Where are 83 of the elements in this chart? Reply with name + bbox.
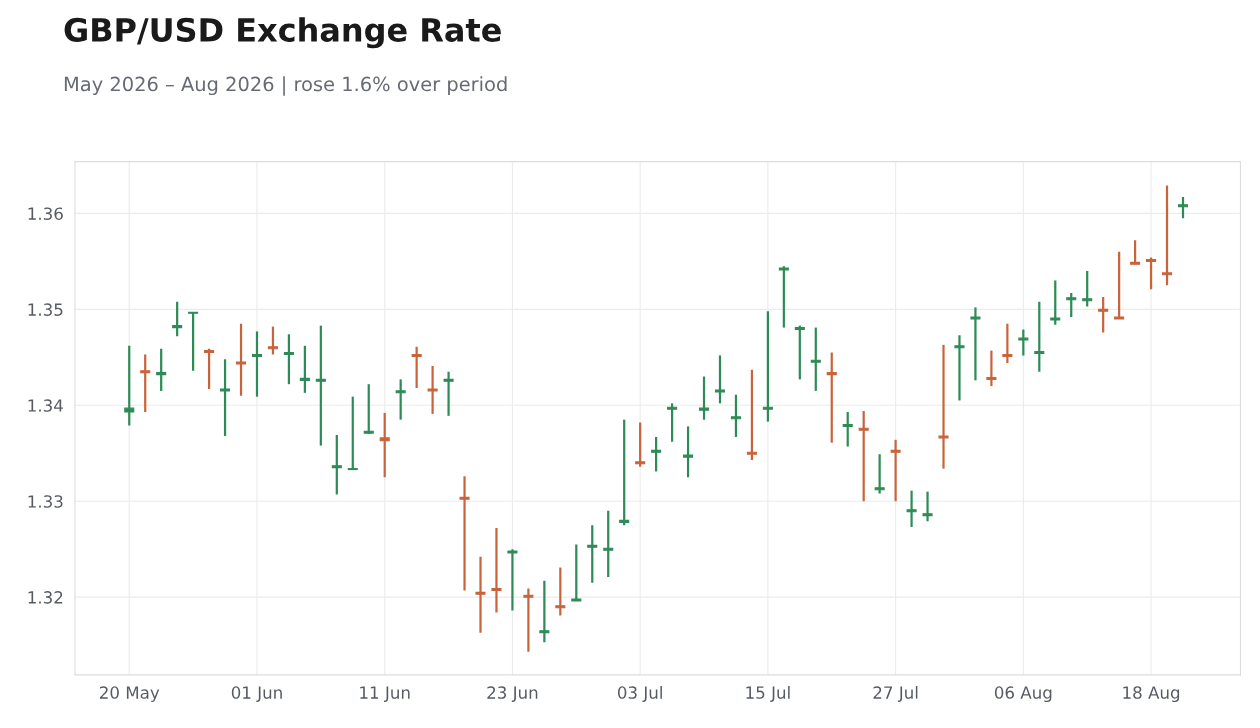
- candlestick: [762, 310, 773, 423]
- candlestick: [491, 526, 502, 614]
- candlestick: [443, 370, 454, 417]
- candlestick: [890, 438, 901, 503]
- candlestick: [794, 324, 805, 381]
- candlestick: [986, 349, 997, 388]
- candlestick: [1130, 239, 1141, 266]
- candlestick: [698, 375, 710, 421]
- candlestick: [1146, 256, 1157, 291]
- candlestick: [1114, 250, 1125, 321]
- candlestick: [395, 378, 406, 421]
- x-tick-label: 20 May: [99, 686, 160, 703]
- x-tick-label: 23 Jun: [487, 686, 538, 702]
- candlestick: [1002, 322, 1013, 365]
- candlestick: [267, 325, 278, 356]
- candlestick: [251, 330, 263, 398]
- candlestick: [283, 333, 294, 386]
- candlestick: [1066, 291, 1077, 319]
- candlestick: [842, 410, 853, 448]
- candlestick: [619, 418, 630, 527]
- y-tick-label: 1.32: [28, 591, 63, 604]
- candlestick: [1034, 300, 1045, 373]
- candlestick: [1050, 279, 1061, 326]
- y-tick-label: 1.34: [28, 399, 63, 412]
- candlestick: [204, 347, 215, 391]
- candlestick: [363, 383, 374, 436]
- candlestick: [140, 353, 151, 414]
- candlestick: [858, 409, 869, 503]
- x-tick-label: 03 Jul: [617, 685, 662, 702]
- candlestick: [938, 343, 949, 470]
- candlestick: [922, 490, 933, 523]
- candlestick: [954, 334, 965, 402]
- candlestick: [587, 524, 598, 584]
- candlestick: [315, 324, 326, 447]
- candlestick: [523, 587, 534, 653]
- candlestick: [331, 433, 342, 496]
- candlestick: [220, 358, 231, 438]
- y-tick-label: 1.36: [28, 207, 63, 220]
- candlestick: [1162, 184, 1173, 287]
- candlestick: [1082, 269, 1093, 308]
- x-tick-label: 01 Jun: [231, 686, 282, 702]
- candlestick: [571, 543, 582, 603]
- candlestick: [778, 265, 789, 329]
- candlestick: [299, 344, 310, 394]
- x-tick-label: 27 Jul: [873, 685, 918, 702]
- x-tick-label: 15 Jul: [746, 685, 790, 702]
- y-tick-label: 1.33: [28, 495, 63, 508]
- candlestick: [555, 566, 566, 617]
- candlestick: [1018, 328, 1029, 357]
- candlestick: [635, 421, 646, 468]
- candlestick: [124, 344, 135, 427]
- candlestick: [156, 347, 167, 393]
- candlestick: [906, 489, 917, 529]
- x-tick-label: 11 Jun: [360, 686, 410, 702]
- candlestick: [379, 411, 390, 479]
- candlestick: [603, 509, 614, 579]
- chart-title: GBP/USD Exchange Rate: [64, 17, 501, 49]
- candlestick: [651, 435, 662, 473]
- candlestick: [539, 579, 550, 644]
- candlestick: [347, 395, 358, 471]
- candlestick: [810, 326, 821, 393]
- candlestick: [746, 368, 757, 462]
- candlestick: [826, 351, 837, 444]
- candlestick: [475, 555, 486, 634]
- candlestick: [730, 393, 741, 439]
- candlestick: [683, 425, 694, 479]
- candlestick: [714, 354, 726, 405]
- candlestick: [1177, 196, 1189, 220]
- candlestick: [667, 402, 678, 443]
- candlestick: [970, 306, 981, 382]
- x-tick-label: 06 Aug: [994, 686, 1052, 703]
- candlestick: [188, 311, 199, 372]
- candlestick: [427, 364, 438, 416]
- candlestick: [459, 475, 470, 592]
- candlestick: [1098, 295, 1109, 334]
- y-tick-label: 1.35: [28, 303, 63, 316]
- candlestick: [172, 300, 183, 338]
- candlestick: [235, 322, 247, 397]
- candlestick: [874, 453, 885, 495]
- x-tick-label: 18 Aug: [1123, 686, 1180, 703]
- candlestick: [411, 345, 422, 390]
- candlestick: [507, 548, 518, 612]
- chart-subtitle: May 2026 – Aug 2026 | rose 1.6% over period: [64, 76, 507, 96]
